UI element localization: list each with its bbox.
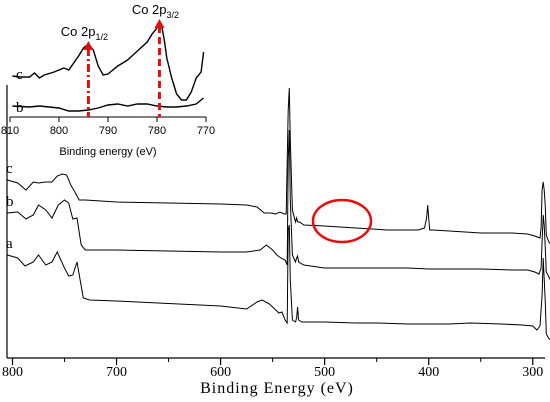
main-x-tick-label: 400 bbox=[418, 365, 439, 380]
main-x-axis-title: Binding Energy (eV) bbox=[200, 380, 354, 397]
inset-x-tick-label: 800 bbox=[50, 125, 68, 137]
inset-peak-arrow bbox=[83, 41, 94, 50]
series-line-b bbox=[7, 129, 550, 281]
main-x-tick-label: 600 bbox=[210, 365, 231, 380]
inset-peak-label: Co 2p3/2 bbox=[132, 2, 179, 20]
inset-x-tick-label: 790 bbox=[99, 125, 117, 137]
main-x-ticks: 800700600500400300200 bbox=[2, 358, 543, 380]
inset-x-tick-label: 810 bbox=[1, 125, 19, 137]
inset-x-axis-title: Binding energy (eV) bbox=[59, 146, 156, 158]
inset-peak-label: Co 2p1/2 bbox=[61, 24, 108, 42]
main-x-tick-label: 700 bbox=[106, 365, 127, 380]
inset-x-tick-label: 780 bbox=[148, 125, 166, 137]
series-label-b: b bbox=[6, 194, 14, 210]
inset-chart: 810 800 790 780 770 Co 2p1/2Co 2p3/2 cb Bind… bbox=[1, 2, 215, 158]
inset-series-labels: cb bbox=[16, 67, 24, 116]
inset-series-lines bbox=[12, 20, 205, 112]
main-series-labels: a b c bbox=[6, 161, 14, 252]
series-label-a: a bbox=[6, 236, 13, 252]
inset-series-label-b: b bbox=[16, 100, 24, 116]
highlight-circle bbox=[311, 198, 373, 244]
inset-peak-markers: Co 2p1/2 Co 2p3/2 bbox=[61, 2, 179, 117]
inset-series-line-c bbox=[12, 20, 205, 101]
series-line-a bbox=[7, 224, 550, 341]
inset-series-label-c: c bbox=[16, 67, 23, 83]
inset-series-line-b bbox=[12, 97, 205, 112]
main-series-lines bbox=[7, 87, 550, 341]
inset-peak-arrow bbox=[154, 19, 165, 28]
main-x-tick-label: 800 bbox=[2, 365, 23, 380]
main-x-tick-label: 500 bbox=[314, 365, 335, 380]
inset-x-tick-label: 770 bbox=[197, 125, 215, 137]
series-label-c: c bbox=[6, 161, 13, 177]
inset-x-ticks: 810 800 790 780 770 bbox=[1, 117, 215, 137]
main-x-tick-label: 300 bbox=[522, 365, 543, 380]
series-line-c bbox=[7, 87, 550, 245]
